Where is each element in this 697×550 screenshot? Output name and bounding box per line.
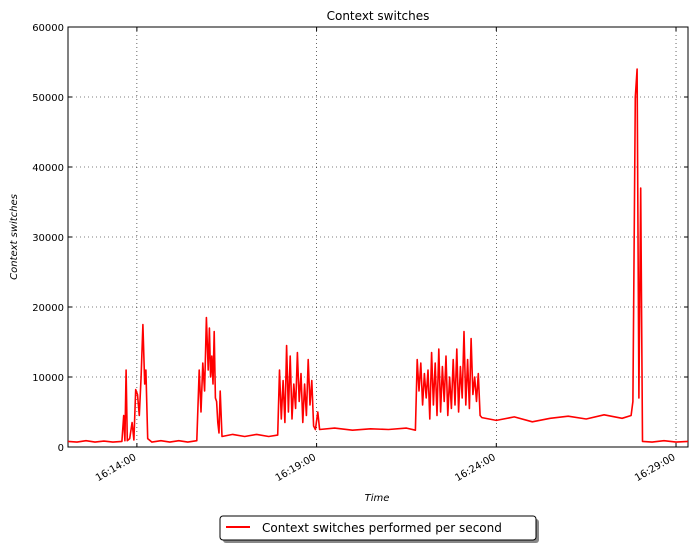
gridlines <box>68 27 688 447</box>
y-axis-label: Context switches <box>9 194 20 280</box>
y-tick-label: 20000 <box>32 303 64 314</box>
x-axis: 16:14:00 16:19:00 16:24:00 16:29:00 <box>94 27 678 484</box>
legend: Context switches performed per second <box>219 515 539 543</box>
x-tick-label: 16:29:00 <box>633 452 677 484</box>
series-line <box>67 68 689 443</box>
series-layer <box>67 68 689 443</box>
y-tick-label: 40000 <box>32 163 64 174</box>
x-tick-label: 16:19:00 <box>274 452 318 484</box>
y-tick-label: 10000 <box>32 373 64 384</box>
y-tick-label: 50000 <box>32 93 64 104</box>
legend-entry: Context switches performed per second <box>262 521 502 535</box>
x-tick-label: 16:14:00 <box>94 452 138 484</box>
legend-box <box>219 515 537 541</box>
x-tick-label: 16:24:00 <box>453 452 497 484</box>
y-tick-label: 30000 <box>32 233 64 244</box>
y-tick-label: 60000 <box>32 23 64 34</box>
x-axis-label: Time <box>365 493 390 504</box>
y-axis: 0 10000 20000 30000 40000 50000 60000 <box>32 23 688 454</box>
y-tick-label: 0 <box>58 443 64 454</box>
chart-title: Context switches <box>327 9 430 23</box>
